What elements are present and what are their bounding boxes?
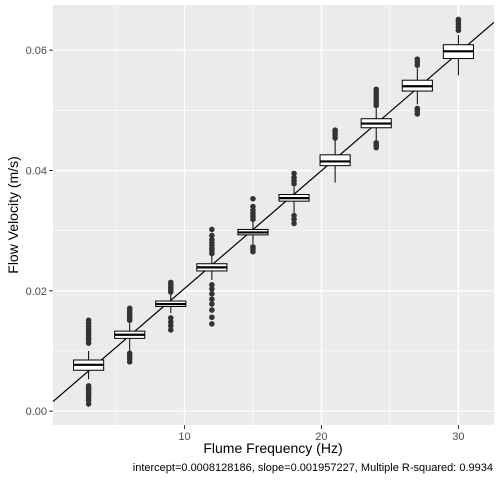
y-tick-label: 0.04	[26, 165, 47, 177]
outlier-point	[126, 350, 133, 357]
box-15	[237, 195, 269, 255]
outlier-point	[209, 307, 215, 313]
outlier-point	[414, 56, 421, 62]
outlier-point	[291, 170, 297, 177]
outlier-point	[209, 291, 215, 297]
x-tick-label: 20	[315, 431, 327, 443]
y-axis-label: Flow Velocity (m/s)	[5, 156, 21, 273]
plot-panel	[53, 5, 494, 425]
box-30	[442, 16, 474, 76]
outlier-point	[291, 220, 297, 227]
x-tick-label: 10	[178, 431, 190, 443]
boxes-group	[73, 16, 474, 407]
outlier-point	[209, 286, 215, 292]
box-24	[360, 86, 392, 151]
outlier-point	[250, 195, 256, 202]
box-18	[278, 170, 310, 227]
grid-minor	[53, 5, 494, 425]
outlier-point	[250, 203, 256, 210]
outlier-point	[209, 296, 215, 303]
outlier-point	[291, 212, 297, 219]
outlier-point	[209, 314, 215, 321]
outlier-point	[126, 305, 133, 312]
outlier-point	[250, 244, 256, 250]
y-axis: 0.00 0.02 0.04 0.06	[26, 45, 53, 418]
y-tick-label: 0.00	[26, 406, 47, 418]
outlier-point	[167, 279, 174, 286]
box-body	[319, 154, 351, 167]
outlier-point	[167, 327, 174, 333]
outlier-point	[332, 127, 338, 133]
box-27	[401, 56, 433, 117]
outlier-point	[85, 383, 92, 389]
box-9	[155, 279, 187, 333]
outlier-point	[209, 301, 215, 307]
chart-caption: intercept=0.0008128186, slope=0.00195722…	[133, 462, 493, 474]
outlier-point	[85, 317, 92, 324]
outlier-point	[167, 319, 174, 325]
outlier-point	[209, 236, 215, 243]
outlier-point	[209, 321, 215, 327]
x-axis: 10 20 30	[178, 425, 465, 443]
outlier-point	[209, 281, 215, 288]
outlier-point	[414, 105, 421, 112]
y-tick-label: 0.02	[26, 286, 47, 298]
box-21	[319, 127, 351, 183]
y-tick-label: 0.06	[26, 45, 47, 57]
x-tick-label: 30	[452, 431, 464, 443]
outlier-point	[373, 139, 380, 146]
outlier-point	[209, 232, 215, 239]
outlier-point	[291, 174, 297, 181]
outlier-point	[455, 16, 462, 23]
grid-major	[53, 5, 494, 425]
outlier-point	[167, 315, 174, 321]
box-3	[73, 317, 105, 407]
outlier-point	[373, 86, 380, 93]
x-axis-label: Flume Frequency (Hz)	[203, 440, 342, 456]
box-12	[196, 226, 228, 327]
box-6	[114, 305, 146, 365]
outlier-point	[209, 226, 215, 233]
